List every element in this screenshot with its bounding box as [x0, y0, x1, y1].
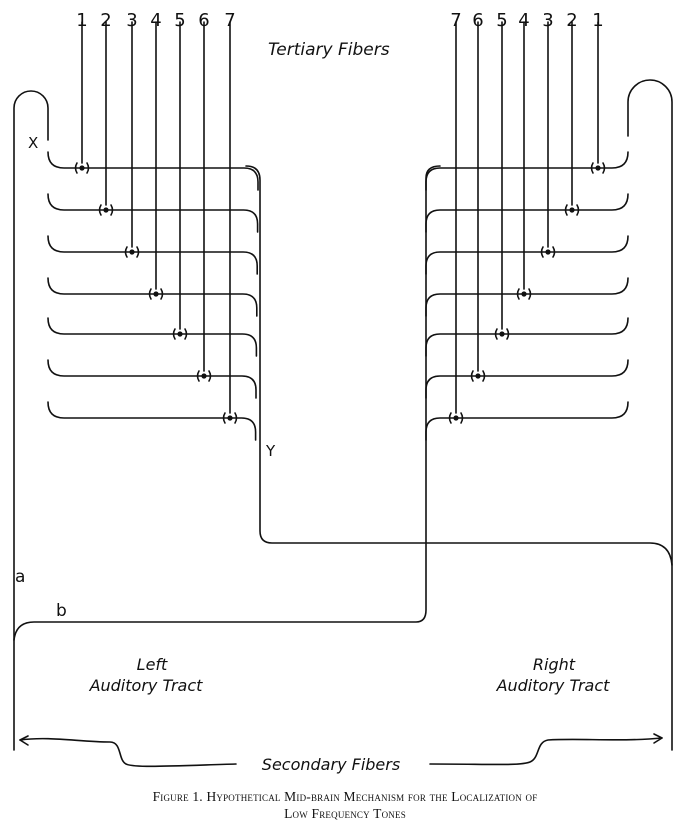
right-horizontal-fiber: [425, 277, 629, 317]
left-synapse-paren-open: [124, 246, 128, 258]
x-label: X: [28, 134, 38, 152]
right-synapse-dot: [595, 165, 601, 171]
left-horizontal-fiber: [47, 317, 258, 357]
right-horizontal-fiber: [425, 235, 629, 275]
y-label: Y: [265, 442, 276, 460]
left-synapse-dot: [177, 331, 183, 337]
right-synapse-paren-close: [576, 204, 580, 216]
right-horizontal-fiber: [425, 151, 629, 191]
left-synapse-paren-open: [196, 370, 200, 382]
right-tract-inner-fiber: [245, 165, 673, 566]
right-fiber-number: 6: [472, 10, 483, 31]
right-synapse-paren-open: [516, 288, 520, 300]
left-horizontal-fiber: [47, 277, 258, 317]
left-synapse-paren-open: [172, 328, 176, 340]
right-synapse-paren-close: [552, 246, 556, 258]
left-tract-label-line2: Auditory Tract: [89, 676, 204, 695]
bracket-right-arrowhead: [653, 733, 663, 744]
right-tract-label-line1: Right: [533, 655, 576, 674]
right-synapse-paren-close: [602, 162, 606, 174]
left-synapse-dot: [129, 249, 135, 255]
right-synapse-dot: [499, 331, 505, 337]
left-synapse-paren-close: [110, 204, 114, 216]
right-tract-label-line2: Auditory Tract: [496, 676, 611, 695]
left-synapse-paren-close: [184, 328, 188, 340]
right-horizontal-fiber: [425, 401, 629, 441]
left-fiber-number: 6: [198, 10, 209, 31]
right-synapse-dot: [545, 249, 551, 255]
left-fiber-number: 4: [150, 10, 161, 31]
right-synapse-paren-open: [590, 162, 594, 174]
figure-caption: Figure 1. Hypothetical Mid-brain Mechani…: [0, 788, 690, 822]
right-synapse-paren-open: [540, 246, 544, 258]
left-fiber-number: 2: [100, 10, 111, 31]
right-tract-outer-fiber: [627, 79, 673, 751]
left-synapse-dot: [227, 415, 233, 421]
bracket-left-arrowhead: [19, 735, 29, 746]
left-synapse-dot: [79, 165, 85, 171]
right-horizontal-fiber: [425, 317, 629, 357]
left-synapse-dot: [153, 291, 159, 297]
right-synapse-paren-close: [482, 370, 486, 382]
right-horizontal-fiber: [425, 359, 629, 399]
left-tract-outer-fiber: [13, 90, 49, 751]
left-fiber-bank: [47, 21, 259, 441]
left-synapse-dot: [103, 207, 109, 213]
left-synapse-paren-close: [160, 288, 164, 300]
right-synapse-paren-open: [564, 204, 568, 216]
right-synapse-paren-open: [448, 412, 452, 424]
b-label: b: [56, 601, 67, 621]
midbrain-mechanism-diagram: Tertiary Fibers X Y a b Left Auditory Tr…: [13, 10, 673, 774]
right-synapse-paren-close: [460, 412, 464, 424]
left-fiber-number: 7: [224, 10, 235, 31]
right-synapse-dot: [521, 291, 527, 297]
right-fiber-number: 5: [496, 10, 507, 31]
left-fiber-number: 3: [126, 10, 137, 31]
right-fiber-bank: [425, 21, 629, 441]
secondary-fibers-bracket: [19, 737, 237, 768]
left-synapse-paren-close: [136, 246, 140, 258]
left-fiber-number: 5: [174, 10, 185, 31]
right-fiber-number: 1: [592, 10, 603, 31]
left-tract-label-line1: Left: [137, 655, 168, 674]
right-horizontal-fiber: [425, 193, 629, 233]
left-synapse-paren-open: [98, 204, 102, 216]
right-fiber-number: 7: [450, 10, 461, 31]
right-synapse-paren-close: [528, 288, 532, 300]
right-fiber-number: 4: [518, 10, 529, 31]
left-synapse-paren-close: [86, 162, 90, 174]
left-horizontal-fiber: [47, 359, 257, 399]
secondary-fibers-label: Secondary Fibers: [262, 755, 400, 774]
left-horizontal-fiber: [47, 401, 257, 441]
a-label: a: [15, 567, 25, 587]
right-fiber-number: 2: [566, 10, 577, 31]
left-synapse-paren-open: [74, 162, 78, 174]
secondary-fibers-bracket-right: [429, 737, 663, 766]
tertiary-fibers-label: Tertiary Fibers: [268, 40, 390, 60]
right-synapse-paren-close: [506, 328, 510, 340]
left-synapse-paren-close: [234, 412, 238, 424]
caption-line-1: Figure 1. Hypothetical Mid-brain Mechani…: [152, 789, 538, 804]
right-fiber-number: 3: [542, 10, 553, 31]
left-synapse-paren-close: [208, 370, 212, 382]
right-synapse-paren-open: [470, 370, 474, 382]
right-synapse-dot: [475, 373, 481, 379]
right-synapse-dot: [453, 415, 459, 421]
left-synapse-paren-open: [222, 412, 226, 424]
left-synapse-dot: [201, 373, 207, 379]
left-horizontal-fiber: [47, 235, 258, 275]
caption-line-2: Low Frequency Tones: [284, 806, 406, 821]
left-horizontal-fiber: [47, 151, 259, 191]
left-tract-inner-fiber-b: [13, 165, 441, 641]
left-horizontal-fiber: [47, 193, 259, 233]
left-synapse-paren-open: [148, 288, 152, 300]
right-synapse-paren-open: [494, 328, 498, 340]
right-synapse-dot: [569, 207, 575, 213]
left-fiber-number: 1: [76, 10, 87, 31]
